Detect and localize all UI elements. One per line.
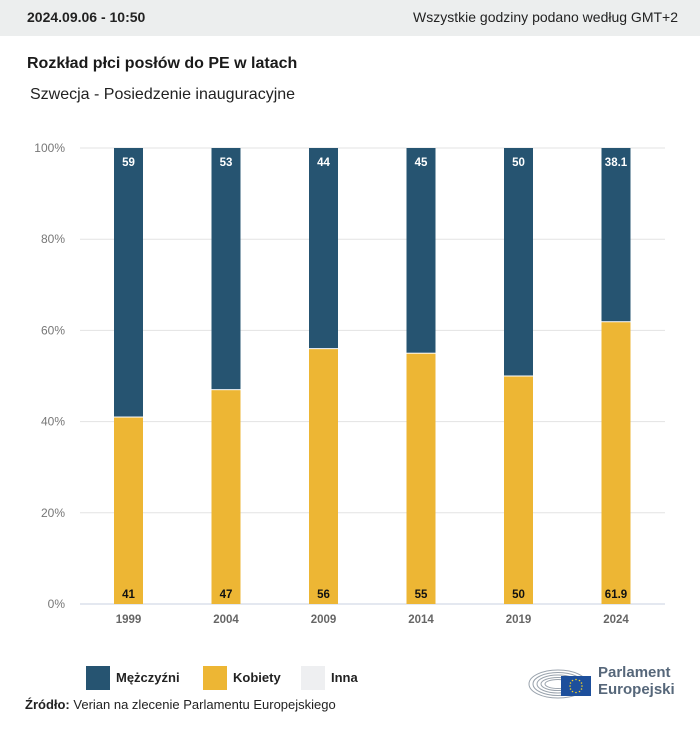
logo-text: Parlament Europejski [598, 664, 675, 698]
legend-label-other: Inna [331, 670, 358, 685]
y-tick-label: 80% [41, 232, 65, 246]
data-label-women: 55 [415, 589, 428, 601]
data-label-men: 45 [415, 157, 428, 169]
bar-segment-women [601, 322, 631, 604]
data-label-men: 50 [512, 157, 525, 169]
timezone-note: Wszystkie godziny podano według GMT+2 [413, 9, 678, 25]
bar-segment-women [504, 376, 533, 604]
data-label-women: 47 [220, 589, 233, 601]
hemicycle-icon [528, 669, 591, 699]
legend-swatch-men [86, 666, 110, 690]
bar-segment-men [504, 148, 533, 376]
bar-segment-men [114, 148, 143, 417]
stacked-bar-chart: 0% 20% 40% 60% 80% 100% 59 41 1999 53 47 2004 44 56 20… [34, 141, 665, 626]
bar-segment-women [406, 353, 436, 604]
x-tick-label: 2009 [311, 614, 337, 626]
y-tick-label: 60% [41, 323, 65, 337]
european-parliament-logo: Parlament Europejski [528, 660, 688, 704]
logo-line-1: Parlament [598, 664, 671, 681]
y-tick-label: 20% [41, 506, 65, 520]
y-tick-label: 100% [34, 141, 65, 155]
logo-line-2: Europejski [598, 681, 675, 698]
data-label-men: 38.1 [605, 157, 628, 169]
x-tick-label: 2004 [213, 614, 239, 626]
chart-title: Rozkład płci posłów do PE w latach [27, 55, 298, 72]
x-tick-label: 1999 [116, 614, 142, 626]
source-label: Źródło: [25, 697, 70, 712]
data-label-men: 44 [317, 157, 330, 169]
top-bar: 2024.09.06 - 10:50 Wszystkie godziny pod… [0, 0, 700, 36]
bar-segment-men [211, 148, 241, 390]
data-label-women: 61.9 [605, 589, 627, 601]
bar-segment-women [309, 349, 338, 604]
legend-label-women: Kobiety [233, 670, 281, 685]
chart-subtitle: Szwecja - Posiedzenie inauguracyjne [30, 86, 296, 103]
legend-label-men: Mężczyźni [116, 670, 180, 685]
legend-swatch-women [203, 666, 227, 690]
data-label-men: 59 [122, 157, 135, 169]
legend-swatch-other [301, 666, 325, 690]
data-label-men: 53 [220, 157, 233, 169]
timestamp: 2024.09.06 - 10:50 [27, 9, 146, 25]
eu-flag-icon [561, 676, 591, 696]
data-label-women: 50 [512, 589, 525, 601]
x-tick-label: 2024 [603, 614, 629, 626]
y-tick-label: 40% [41, 415, 65, 429]
data-label-women: 56 [317, 589, 330, 601]
x-tick-label: 2019 [506, 614, 532, 626]
bar-segment-women [211, 390, 241, 604]
bar-segment-men [309, 148, 338, 349]
source-note: Źródło: Verian na zlecenie Parlamentu Eu… [25, 697, 336, 712]
x-tick-label: 2014 [408, 614, 434, 626]
bar-segment-women [114, 417, 143, 604]
y-tick-label: 0% [48, 597, 66, 611]
bar-segment-men [601, 148, 631, 322]
data-label-women: 41 [122, 589, 135, 601]
bar-segment-men [406, 148, 436, 353]
source-text: Verian na zlecenie Parlamentu Europejski… [73, 697, 336, 712]
